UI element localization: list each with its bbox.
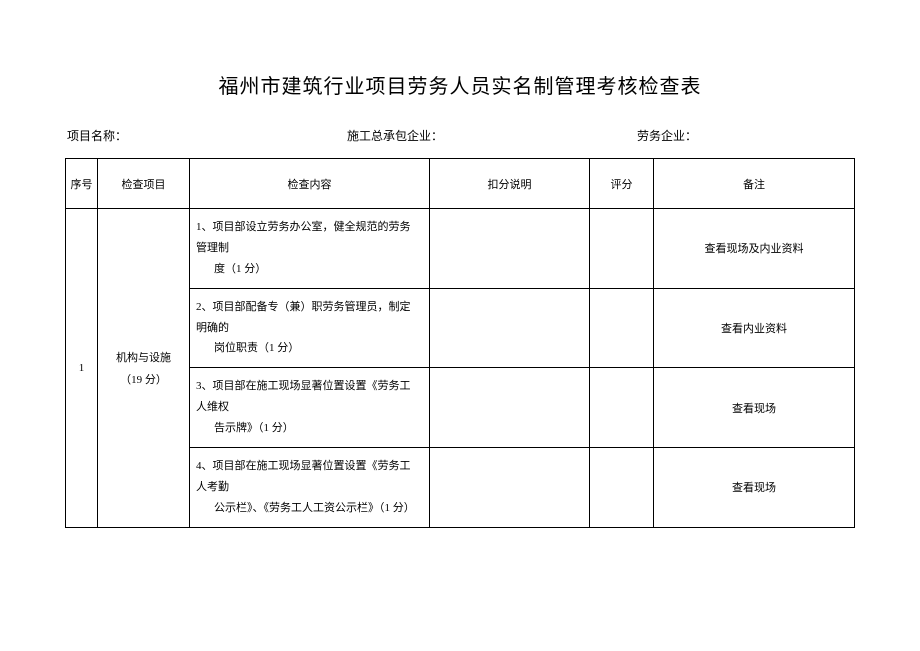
content-cell: 4、项目部在施工现场显著位置设置《劳务工人考勤 公示栏》、《劳务工人工资公示栏》… [190, 448, 430, 528]
content-line1: 4、项目部在施工现场显著位置设置《劳务工人考勤 [196, 456, 419, 498]
header-score: 评分 [590, 159, 654, 209]
header-item: 检查项目 [98, 159, 190, 209]
item-name-line1: 机构与设施 [98, 349, 189, 365]
deduct-cell [430, 448, 590, 528]
score-cell [590, 448, 654, 528]
deduct-cell [430, 288, 590, 368]
content-line2: 告示牌》（1 分） [196, 418, 419, 439]
note-cell: 查看内业资料 [654, 288, 855, 368]
item-name-line2: （19 分） [98, 371, 189, 387]
content-line1: 1、项目部设立劳务办公室，健全规范的劳务管理制 [196, 217, 419, 259]
meta-project: 项目名称： [67, 127, 347, 144]
seq-cell: 1 [66, 209, 98, 528]
content-line2: 公示栏》、《劳务工人工资公示栏》（1 分） [196, 498, 419, 519]
note-cell: 查看现场及内业资料 [654, 209, 855, 289]
item-cell: 机构与设施 （19 分） [98, 209, 190, 528]
score-cell [590, 209, 654, 289]
table-header-row: 序号 检查项目 检查内容 扣分说明 评分 备注 [66, 159, 855, 209]
deduct-cell [430, 209, 590, 289]
table-row: 1 机构与设施 （19 分） 1、项目部设立劳务办公室，健全规范的劳务管理制 度… [66, 209, 855, 289]
meta-row: 项目名称： 施工总承包企业： 劳务企业： [65, 127, 855, 144]
content-line1: 2、项目部配备专（兼）职劳务管理员，制定明确的 [196, 297, 419, 339]
note-cell: 查看现场 [654, 448, 855, 528]
content-line2: 度（1 分） [196, 259, 419, 280]
content-line1: 3、项目部在施工现场显著位置设置《劳务工人维权 [196, 376, 419, 418]
page-title: 福州市建筑行业项目劳务人员实名制管理考核检查表 [65, 70, 855, 99]
note-cell: 查看现场 [654, 368, 855, 448]
header-deduct: 扣分说明 [430, 159, 590, 209]
header-seq: 序号 [66, 159, 98, 209]
content-cell: 1、项目部设立劳务办公室，健全规范的劳务管理制 度（1 分） [190, 209, 430, 289]
deduct-cell [430, 368, 590, 448]
score-cell [590, 368, 654, 448]
header-content: 检查内容 [190, 159, 430, 209]
meta-labor: 劳务企业： [637, 127, 853, 144]
score-cell [590, 288, 654, 368]
content-cell: 3、项目部在施工现场显著位置设置《劳务工人维权 告示牌》（1 分） [190, 368, 430, 448]
content-line2: 岗位职责（1 分） [196, 338, 419, 359]
content-cell: 2、项目部配备专（兼）职劳务管理员，制定明确的 岗位职责（1 分） [190, 288, 430, 368]
meta-contractor: 施工总承包企业： [347, 127, 637, 144]
header-note: 备注 [654, 159, 855, 209]
assessment-table: 序号 检查项目 检查内容 扣分说明 评分 备注 1 机构与设施 （19 分） 1… [65, 158, 855, 528]
